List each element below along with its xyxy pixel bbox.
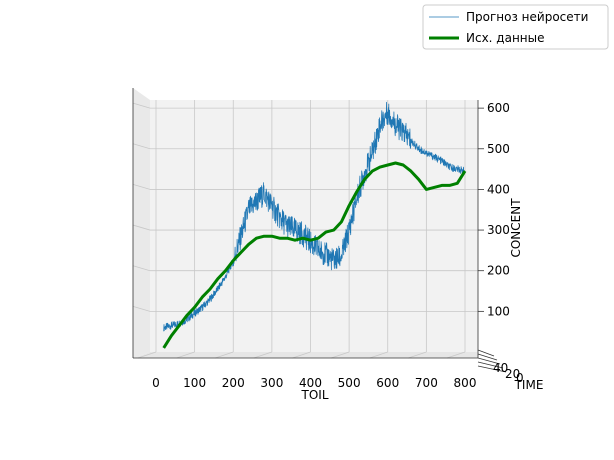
y-tick-mark	[477, 353, 498, 361]
y-tick-label: 0	[516, 371, 524, 385]
legend-label-source: Исх. данные	[466, 31, 545, 45]
x-axis-label: TOIL	[301, 388, 329, 402]
pane-edges	[132, 88, 507, 373]
grid-line-floor	[176, 351, 195, 359]
x-tick-label: 100	[183, 376, 206, 390]
z-tick-label: 300	[487, 223, 510, 237]
y-tick-label: 40	[493, 361, 508, 375]
grid-line-floor	[446, 351, 466, 359]
grid-line-floor	[330, 351, 350, 359]
grid-line-side	[132, 224, 151, 231]
y-tick-mark	[477, 349, 495, 357]
x-tick-label: 200	[222, 376, 245, 390]
z-tick-labels: 100 200 300 400 500 600	[487, 101, 510, 318]
z-tick-label: 500	[487, 142, 510, 156]
x-tick-label: 700	[415, 376, 438, 390]
grid-line-side	[132, 265, 151, 272]
grid-line-floor	[215, 351, 234, 359]
x-tick-label: 600	[376, 376, 399, 390]
legend-box	[422, 4, 609, 50]
z-tick-label: 100	[487, 304, 510, 318]
grid-line-floor	[292, 351, 311, 359]
x-tick-label: 500	[338, 376, 361, 390]
grid-line-floor	[137, 351, 157, 359]
grid-line-floor	[253, 351, 273, 359]
legend-label-forecast: Прогноз нейросети	[466, 10, 588, 24]
grid-line-floor	[369, 351, 388, 359]
y-axis-label: TIME	[514, 378, 544, 392]
series-line-0	[163, 101, 466, 332]
x-tick-label: 400	[299, 376, 322, 390]
z-tick-label: 200	[487, 264, 510, 278]
y-tick-mark	[477, 361, 504, 369]
grid-line-side	[132, 102, 151, 109]
x-tick-labels: 0 100 200 300 400 500 600 700 800	[152, 376, 476, 390]
x-tick-label: 0	[152, 376, 160, 390]
y-tick-mark	[477, 357, 501, 365]
y-tick-mark	[477, 365, 507, 373]
z-tick-label: 600	[487, 101, 510, 115]
grid-line-floor	[408, 351, 427, 359]
series-line-1	[162, 161, 467, 349]
legend: Прогноз нейросети Исх. данные	[422, 4, 609, 50]
left-pane	[133, 88, 150, 358]
grid-lines	[132, 100, 478, 359]
x-tick-label: 800	[454, 376, 477, 390]
grid-line-side	[132, 143, 151, 150]
series-layer	[162, 101, 467, 349]
z-axis-label: CONCENT	[509, 198, 523, 258]
grid-line-side	[132, 305, 151, 312]
y-tick-label: 20	[505, 367, 520, 381]
back-pane	[150, 100, 478, 352]
grid-line-side	[132, 184, 151, 190]
x-tick-label: 300	[260, 376, 283, 390]
z-tick-label: 400	[487, 182, 510, 196]
